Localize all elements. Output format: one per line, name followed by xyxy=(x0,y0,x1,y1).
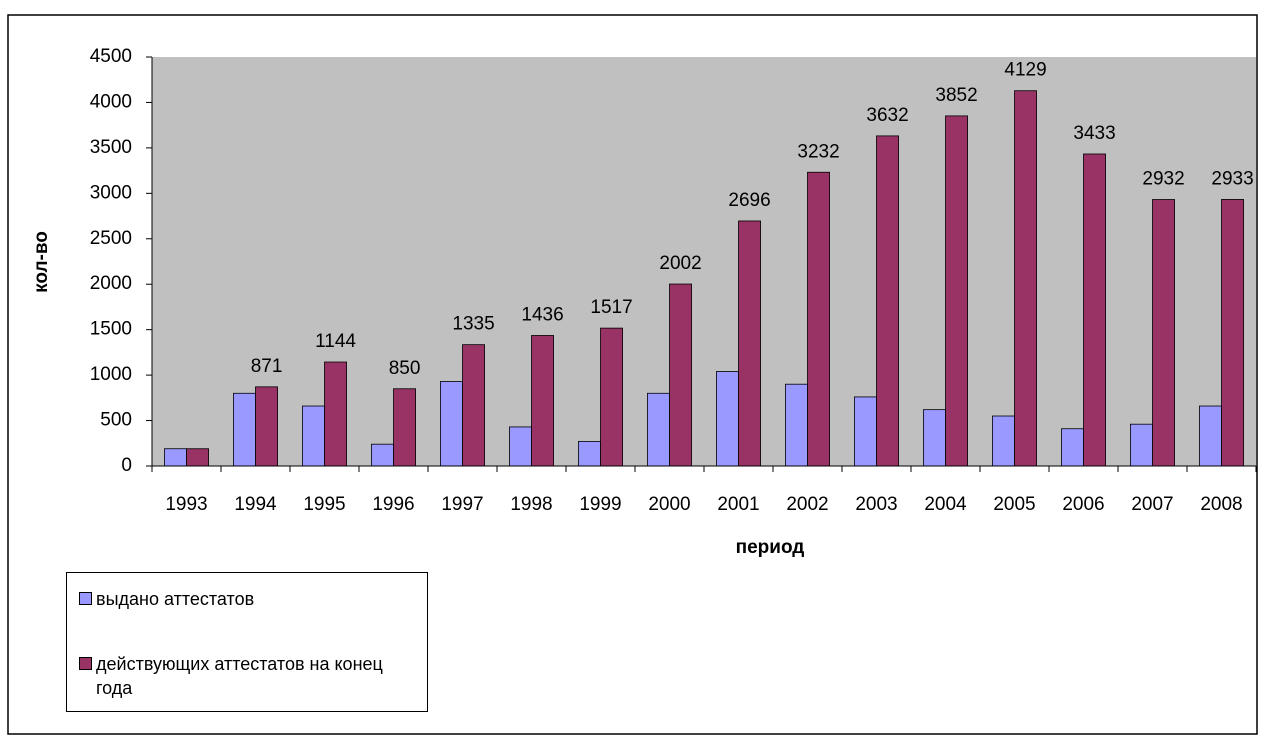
y-tick-label: 4500 xyxy=(90,46,132,67)
data-label: 3232 xyxy=(797,141,839,162)
x-tick-label: 2007 xyxy=(1131,494,1173,515)
x-tick-label: 2005 xyxy=(993,494,1035,515)
data-label: 1436 xyxy=(521,304,563,325)
legend-label: действующих аттестатов на конец года xyxy=(96,654,383,698)
bar xyxy=(669,283,692,467)
bar xyxy=(302,405,325,467)
data-label: 3632 xyxy=(866,105,908,126)
data-label: 850 xyxy=(389,358,421,379)
bar xyxy=(876,135,899,467)
bar xyxy=(578,441,601,467)
legend: выдано аттестатов действующих аттестатов… xyxy=(66,572,428,712)
bar xyxy=(233,392,256,467)
x-tick-label: 2003 xyxy=(855,494,897,515)
bar xyxy=(945,115,968,467)
data-label: 2932 xyxy=(1142,169,1184,190)
x-tick-label: 2008 xyxy=(1200,494,1242,515)
bar xyxy=(324,361,347,467)
bar xyxy=(1221,199,1244,467)
data-label: 1517 xyxy=(590,297,632,318)
bar xyxy=(393,388,416,467)
x-tick-label: 1994 xyxy=(234,494,277,515)
data-label: 1335 xyxy=(452,314,494,335)
y-tick-label: 4000 xyxy=(90,91,132,112)
bar xyxy=(1130,423,1153,467)
y-tick-label: 0 xyxy=(121,455,132,476)
x-tick-label: 1999 xyxy=(579,494,621,515)
data-label: 2002 xyxy=(659,253,701,274)
bar xyxy=(531,335,554,467)
y-tick-label: 1500 xyxy=(90,319,132,340)
bar xyxy=(738,220,761,467)
bar xyxy=(509,426,532,467)
bar xyxy=(255,386,278,467)
chart-frame xyxy=(7,14,1258,735)
y-axis-title: кол-во xyxy=(31,231,52,293)
legend-swatch xyxy=(79,657,92,670)
x-tick-label: 1997 xyxy=(441,494,483,515)
y-tick-label: 3500 xyxy=(90,137,132,158)
data-label: 871 xyxy=(251,356,283,377)
y-tick-label: 2500 xyxy=(90,228,132,249)
bar xyxy=(1014,90,1037,467)
legend-entry: выдано аттестатов xyxy=(79,587,396,611)
bar xyxy=(1199,405,1222,467)
x-tick-label: 1993 xyxy=(165,494,207,515)
bar xyxy=(600,327,623,467)
x-tick-label: 2002 xyxy=(786,494,828,515)
bar xyxy=(1083,153,1106,467)
x-tick-label: 1995 xyxy=(303,494,345,515)
x-axis-title: период xyxy=(736,537,805,558)
data-label: 3852 xyxy=(935,85,977,106)
y-tick-label: 500 xyxy=(100,410,132,431)
x-tick-label: 2000 xyxy=(648,494,690,515)
bar xyxy=(1152,199,1175,467)
x-tick-label: 1996 xyxy=(372,494,414,515)
data-label: 2696 xyxy=(728,190,770,211)
bar xyxy=(186,448,209,467)
y-tick-label: 2000 xyxy=(90,273,132,294)
bar xyxy=(647,392,670,467)
bar xyxy=(923,409,946,467)
bar xyxy=(992,415,1015,467)
legend-entry: действующих аттестатов на конец года xyxy=(79,652,396,700)
x-tick-label: 2004 xyxy=(924,494,967,515)
bar xyxy=(807,171,830,467)
bar xyxy=(371,443,394,467)
legend-swatch xyxy=(79,592,92,605)
data-label: 4129 xyxy=(1004,60,1046,81)
bar xyxy=(462,344,485,467)
bar xyxy=(785,383,808,467)
data-label: 1144 xyxy=(315,331,356,352)
bar xyxy=(1061,428,1084,467)
bar xyxy=(164,448,187,467)
bar xyxy=(716,371,739,467)
data-label: 2933 xyxy=(1211,168,1253,189)
data-label: 3433 xyxy=(1073,123,1115,144)
x-tick-label: 1998 xyxy=(510,494,552,515)
y-tick-label: 3000 xyxy=(90,182,132,203)
x-tick-label: 2001 xyxy=(717,494,759,515)
y-tick-label: 1000 xyxy=(90,364,132,385)
legend-label: выдано аттестатов xyxy=(96,589,255,609)
bar xyxy=(854,396,877,467)
x-tick-label: 2006 xyxy=(1062,494,1104,515)
bar xyxy=(440,381,463,467)
